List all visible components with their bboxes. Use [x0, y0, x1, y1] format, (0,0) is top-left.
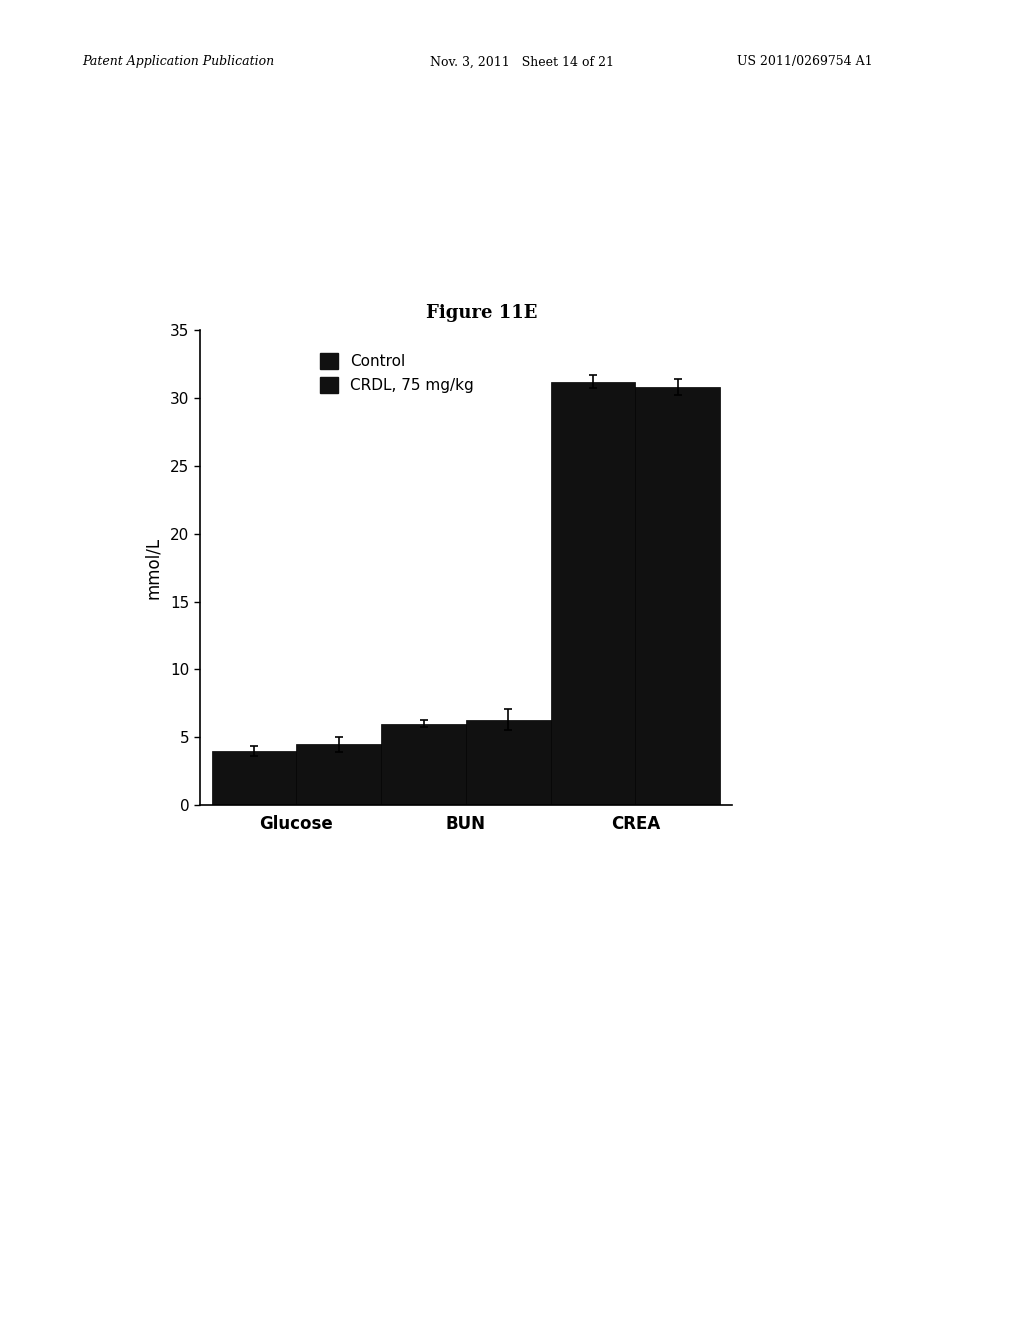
Text: Patent Application Publication: Patent Application Publication	[82, 55, 274, 69]
Text: Figure 11E: Figure 11E	[426, 304, 537, 322]
Bar	[381, 723, 466, 805]
Bar	[212, 751, 297, 805]
Bar	[297, 744, 381, 805]
Text: US 2011/0269754 A1: US 2011/0269754 A1	[737, 55, 872, 69]
Text: Nov. 3, 2011   Sheet 14 of 21: Nov. 3, 2011 Sheet 14 of 21	[430, 55, 614, 69]
Legend: Control, CRDL, 75 mg/kg: Control, CRDL, 75 mg/kg	[313, 347, 480, 399]
Bar	[551, 381, 635, 805]
Y-axis label: mmol/L: mmol/L	[143, 536, 162, 599]
Bar	[635, 387, 720, 805]
Bar	[466, 719, 551, 805]
